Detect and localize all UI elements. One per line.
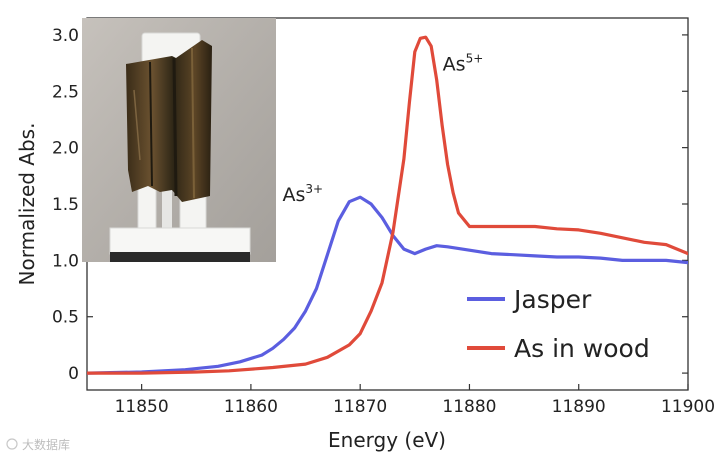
y-tick-label: 1.0 <box>52 251 79 271</box>
svg-text:大数据库: 大数据库 <box>22 437 70 452</box>
wood-sample-photo <box>82 18 276 262</box>
y-tick-label: 0 <box>68 364 79 384</box>
x-tick-label: 11870 <box>333 397 387 417</box>
y-tick-label: 0.5 <box>52 308 79 328</box>
x-tick-label: 11890 <box>552 397 606 417</box>
x-tick-label: 11900 <box>661 397 715 417</box>
series-line-jasper <box>87 195 688 375</box>
legend: Jasper As in wood <box>467 285 650 363</box>
x-tick-label: 11860 <box>224 397 278 417</box>
axis-ticks: 11850 11860 11870 11880 11890 11900 0 0.5 1.0 1.5… <box>52 26 715 417</box>
y-tick-label: 2.0 <box>52 139 79 159</box>
annotation-as3: As3+ <box>282 182 323 206</box>
watermark: 大数据库 <box>6 437 70 452</box>
y-tick-label: 1.5 <box>52 195 79 215</box>
x-tick-label: 11850 <box>115 397 169 417</box>
x-axis-title: Energy (eV) <box>328 428 446 452</box>
series-layer <box>87 35 688 375</box>
legend-label-jasper: Jasper <box>512 285 592 314</box>
y-tick-label: 3.0 <box>52 26 79 46</box>
x-tick-label: 11880 <box>442 397 496 417</box>
y-axis-title: Normalized Abs. <box>15 123 39 286</box>
annotation-as5: As5+ <box>443 52 484 76</box>
series-line-as-in-wood <box>87 35 688 375</box>
y-tick-label: 2.5 <box>52 82 79 102</box>
legend-label-as-in-wood: As in wood <box>514 334 650 363</box>
